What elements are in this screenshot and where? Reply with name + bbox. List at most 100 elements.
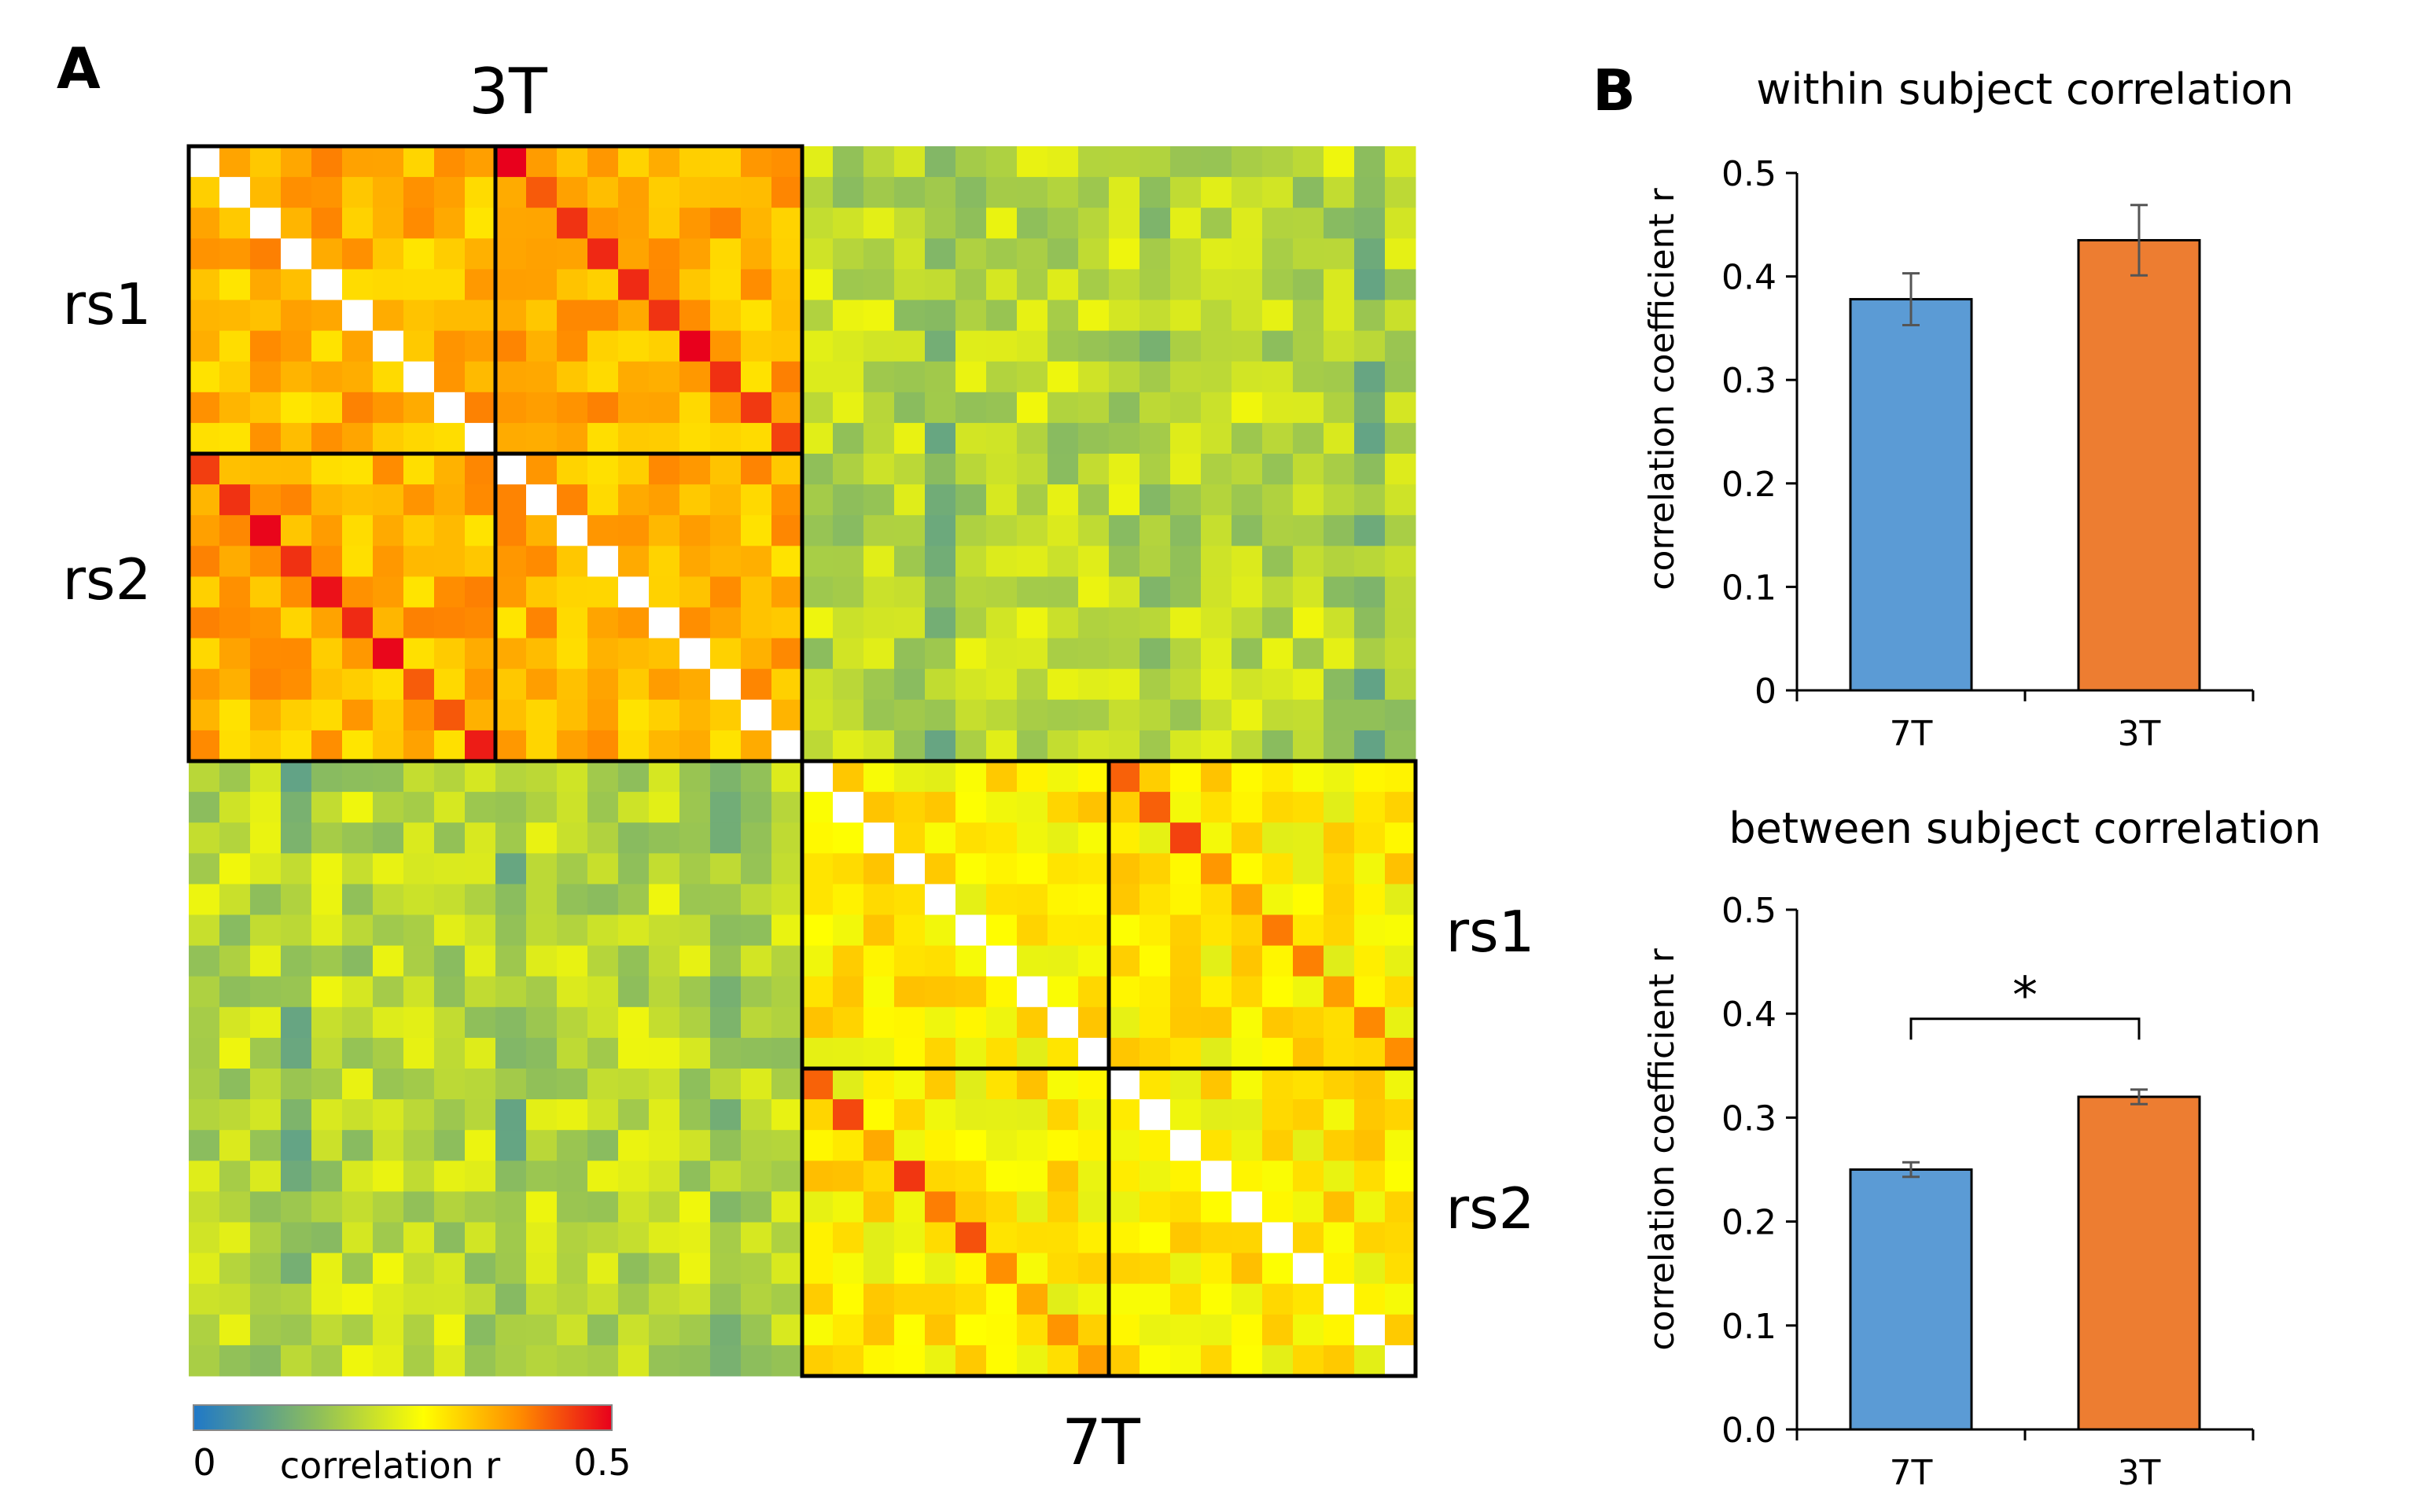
- heatmap-cell: [1170, 853, 1202, 885]
- heatmap-cell: [342, 392, 374, 424]
- heatmap-cell: [281, 300, 312, 332]
- heatmap-cell: [802, 914, 834, 947]
- heatmap-cell: [649, 884, 680, 915]
- heatmap-cell: [986, 1006, 1018, 1039]
- heatmap-cell: [925, 177, 956, 208]
- heatmap-cell: [741, 1191, 772, 1223]
- heatmap-cell: [434, 238, 466, 270]
- heatmap-cell: [1385, 1006, 1416, 1039]
- heatmap-cell: [1170, 792, 1202, 823]
- heatmap-cell: [281, 576, 312, 608]
- heatmap-cell: [1293, 792, 1324, 823]
- heatmap-cell: [986, 1222, 1018, 1254]
- heatmap-cell: [219, 515, 251, 546]
- heatmap-cell: [1324, 1283, 1355, 1315]
- heatmap-cell: [1047, 1222, 1079, 1254]
- heatmap-cell: [710, 208, 742, 239]
- heatmap-cell: [1201, 330, 1232, 362]
- heatmap-cell: [557, 1191, 588, 1223]
- heatmap-cell: [1047, 576, 1079, 608]
- x-tick-label: 3T: [2118, 1453, 2161, 1493]
- heatmap-cell: [771, 422, 803, 454]
- heatmap-cell: [618, 792, 650, 823]
- heatmap-cell: [281, 208, 312, 239]
- heatmap-cell: [526, 361, 558, 393]
- heatmap-cell: [1232, 822, 1263, 854]
- heatmap-cell: [250, 146, 282, 178]
- heatmap-cell: [526, 638, 558, 670]
- heatmap-cell: [219, 422, 251, 454]
- heatmap-cell: [986, 361, 1018, 393]
- heatmap-cell: [802, 484, 834, 516]
- heatmap-cell: [802, 1037, 834, 1069]
- heatmap-cell: [741, 1345, 772, 1377]
- heatmap-cell: [894, 361, 926, 393]
- heatmap-cell: [465, 822, 496, 854]
- heatmap-cell: [1109, 1191, 1140, 1223]
- heatmap-cell: [741, 1253, 772, 1285]
- heatmap-cell: [802, 361, 834, 393]
- heatmap-cell: [741, 546, 772, 577]
- heatmap-cell: [465, 668, 496, 701]
- heatmap-cell: [771, 822, 803, 854]
- heatmap-cell: [1354, 1006, 1386, 1039]
- heatmap-cell: [311, 208, 343, 239]
- heatmap-cell: [1385, 484, 1416, 516]
- heatmap-cell: [955, 546, 987, 577]
- heatmap-cell: [771, 945, 803, 977]
- heatmap-cell: [1078, 238, 1110, 270]
- heatmap-cell: [1324, 1130, 1355, 1161]
- heatmap-cell: [189, 422, 220, 454]
- heatmap-cell: [802, 177, 834, 208]
- heatmap-cell: [986, 330, 1018, 362]
- heatmap-cell: [1017, 699, 1048, 731]
- heatmap-cell: [250, 638, 282, 670]
- heatmap-cell: [587, 1191, 619, 1223]
- heatmap-cell: [1047, 1191, 1079, 1223]
- heatmap-cell: [189, 576, 220, 608]
- heatmap-cell: [618, 361, 650, 393]
- heatmap-cell: [342, 361, 374, 393]
- heatmap-cell: [189, 361, 220, 393]
- heatmap-cell: [373, 330, 404, 362]
- heatmap-cell: [403, 914, 435, 947]
- heatmap-cell: [189, 484, 220, 516]
- heatmap-cell: [557, 1222, 588, 1254]
- heatmap-cell: [925, 238, 956, 270]
- heatmap-cell: [1354, 576, 1386, 608]
- heatmap-cell: [250, 1253, 282, 1285]
- heatmap-cell: [495, 853, 527, 885]
- heatmap-cell: [986, 1069, 1018, 1100]
- heatmap-cell: [955, 853, 987, 885]
- heatmap-cell: [526, 238, 558, 270]
- heatmap-cell: [618, 454, 650, 485]
- heatmap-cell: [1047, 1283, 1079, 1315]
- heatmap-cell: [955, 1130, 987, 1161]
- heatmap-cell: [373, 546, 404, 577]
- heatmap-cell: [465, 1037, 496, 1069]
- heatmap-cell: [219, 1006, 251, 1039]
- heatmap-cell: [863, 1314, 895, 1346]
- heatmap-cell: [281, 269, 312, 300]
- heatmap-cell: [618, 1130, 650, 1161]
- heatmap-cell: [955, 392, 987, 424]
- heatmap-cell: [618, 392, 650, 424]
- heatmap-cell: [741, 300, 772, 332]
- heatmap-cell: [526, 1253, 558, 1285]
- heatmap-cell: [1232, 853, 1263, 885]
- heatmap-cell: [465, 1069, 496, 1100]
- heatmap-cell: [986, 1130, 1018, 1161]
- heatmap-cell: [342, 730, 374, 762]
- heatmap-cell: [1170, 515, 1202, 546]
- heatmap-cell: [1017, 238, 1048, 270]
- heatmap-cell: [894, 238, 926, 270]
- heatmap-cell: [1385, 392, 1416, 424]
- heatmap-cell: [250, 1099, 282, 1131]
- heatmap-cell: [802, 976, 834, 1008]
- heatmap-cell: [311, 1130, 343, 1161]
- heatmap-cell: [465, 976, 496, 1008]
- heatmap-cell: [495, 1099, 527, 1131]
- heatmap-cell: [250, 330, 282, 362]
- heatmap-cell: [1354, 1222, 1386, 1254]
- heatmap-cell: [863, 1099, 895, 1131]
